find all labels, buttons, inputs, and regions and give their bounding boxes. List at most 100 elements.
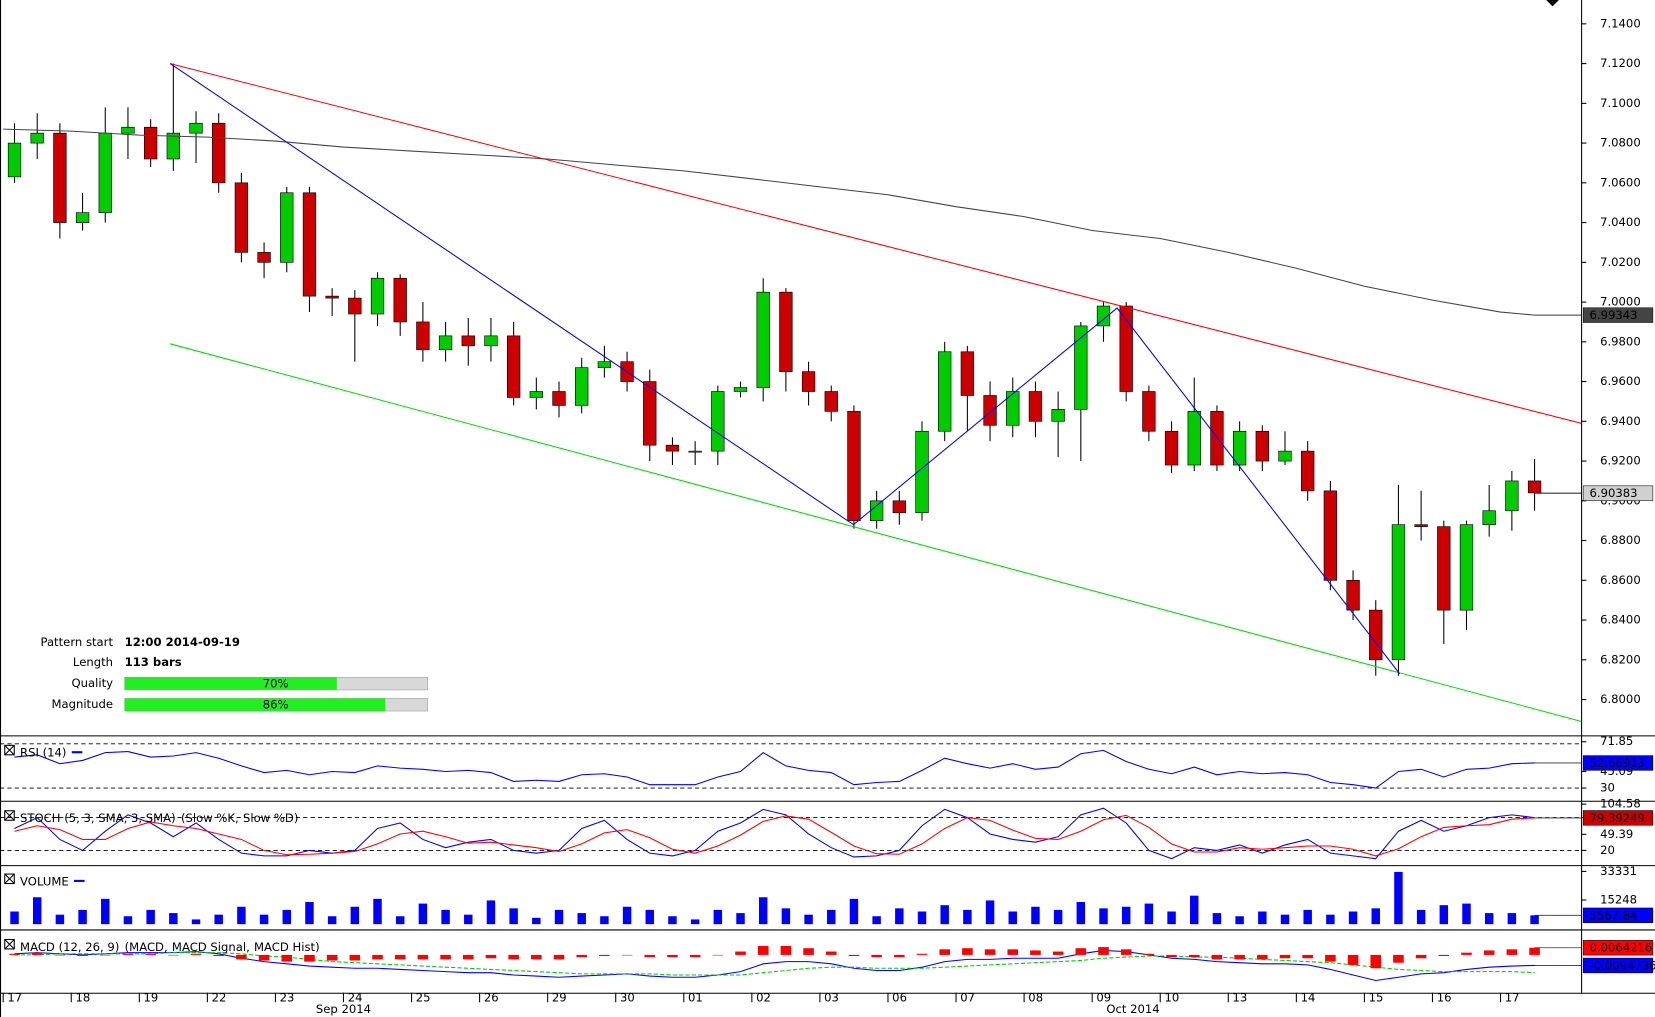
y-tick-label: 6.8600 xyxy=(1600,573,1641,587)
volume-bar xyxy=(123,916,133,925)
histogram-bar xyxy=(326,954,338,961)
pattern-line xyxy=(170,343,1582,722)
x-tick-label: 01 xyxy=(688,991,703,1005)
panel-icon xyxy=(4,810,15,821)
candle-body xyxy=(1187,411,1201,466)
progress-label: 70% xyxy=(263,677,289,691)
volume-bar xyxy=(849,898,859,925)
x-tick-label: 16 xyxy=(1437,991,1452,1005)
candle-body xyxy=(1051,409,1065,422)
moving-average xyxy=(3,128,1535,316)
volume-bar xyxy=(350,906,360,925)
histogram-bar xyxy=(1234,954,1245,960)
histogram-bar xyxy=(576,954,587,958)
volume-bar xyxy=(78,909,87,925)
legend-entry: MACD Hist) xyxy=(254,940,320,954)
panel-icon xyxy=(4,939,15,950)
histogram-bar xyxy=(1166,954,1177,958)
volume-bar xyxy=(418,903,428,925)
candle-body xyxy=(688,450,702,453)
candle-body xyxy=(484,335,498,347)
x-tick-label: 07 xyxy=(960,991,975,1005)
volume-bar xyxy=(1121,906,1131,925)
histogram-bar xyxy=(644,954,656,958)
histogram-bar xyxy=(122,953,134,955)
y-tick-label: 20 xyxy=(1600,843,1615,857)
candle-body xyxy=(393,277,407,323)
histogram-bar xyxy=(1188,954,1200,958)
volume-bar xyxy=(305,902,314,925)
volume-bar xyxy=(55,914,65,925)
candle-body xyxy=(779,291,793,372)
x-tick-label: 30 xyxy=(620,991,635,1005)
candle-body xyxy=(733,387,748,392)
candle-body xyxy=(983,395,997,426)
y-tick-label: 6.9400 xyxy=(1600,414,1641,428)
info-label: Length xyxy=(73,655,113,669)
scroll-marker xyxy=(1546,0,1559,7)
x-tick-label: 06 xyxy=(892,991,907,1005)
histogram-bar xyxy=(417,954,429,960)
current-value-label: 52.66913 xyxy=(1590,756,1645,770)
volume-bar xyxy=(32,897,42,925)
candle-body xyxy=(801,371,816,392)
candle-body xyxy=(1164,430,1179,466)
candle-body xyxy=(461,335,475,347)
candle-body xyxy=(143,126,158,160)
y-tick-label: 6.9200 xyxy=(1600,454,1641,468)
y-tick-label: 7.1000 xyxy=(1600,96,1641,110)
legend-entry: (Slow %K, xyxy=(181,811,239,825)
histogram-bar xyxy=(372,954,383,960)
candle-body xyxy=(189,122,203,134)
histogram-bar xyxy=(1098,947,1109,955)
histogram-bar xyxy=(825,951,837,955)
candle-body xyxy=(234,182,249,253)
panel-title: MACD (12, 26, 9) xyxy=(20,940,119,954)
volume-bar xyxy=(917,911,927,925)
histogram-bar xyxy=(508,954,519,960)
histogram-bar xyxy=(1302,954,1313,959)
y-tick-label: 6.8800 xyxy=(1600,533,1641,547)
volume-bar xyxy=(1031,906,1040,925)
volume-bar xyxy=(713,909,723,925)
histogram-bar xyxy=(190,953,202,955)
x-tick-label: 26 xyxy=(484,991,499,1005)
candle-body xyxy=(1278,450,1292,462)
candle-body xyxy=(348,297,362,315)
progress-fill xyxy=(124,677,337,690)
histogram-bar xyxy=(1030,950,1041,955)
candle-body xyxy=(665,444,680,452)
candle-body xyxy=(1437,526,1451,611)
histogram-bar xyxy=(531,954,542,960)
x-tick-label: 29 xyxy=(552,991,567,1005)
volume-bar xyxy=(1008,911,1017,925)
candle-body xyxy=(1414,524,1428,527)
volume-bar xyxy=(1212,913,1222,925)
volume-bar xyxy=(985,900,995,925)
histogram-bar xyxy=(667,954,678,958)
histogram-bar xyxy=(1483,950,1495,955)
volume-bar xyxy=(1416,909,1426,925)
panel-title: STOCH (5, 3, SMA, 3, SMA) xyxy=(20,811,176,825)
month-label: Sep 2014 xyxy=(316,1002,371,1016)
histogram-bar xyxy=(780,945,792,955)
histogram-bar xyxy=(689,954,701,958)
volume-bar xyxy=(758,897,768,925)
candle-body xyxy=(506,335,521,398)
volume-bar xyxy=(169,913,178,925)
volume-bar xyxy=(237,906,246,925)
volume-bar xyxy=(441,909,450,925)
y-tick-label: 7.0600 xyxy=(1600,175,1641,189)
volume-bar xyxy=(464,914,473,925)
candle-body xyxy=(7,142,22,178)
x-tick-label: 17 xyxy=(1505,991,1520,1005)
volume-bar xyxy=(736,913,745,925)
candle-body xyxy=(1074,325,1088,410)
volume-bar xyxy=(1303,909,1312,925)
histogram-bar xyxy=(1075,948,1087,955)
candle-body xyxy=(869,500,884,522)
candle-body xyxy=(1482,510,1496,525)
indicator-line xyxy=(14,814,1535,857)
candle-body xyxy=(1527,480,1542,494)
